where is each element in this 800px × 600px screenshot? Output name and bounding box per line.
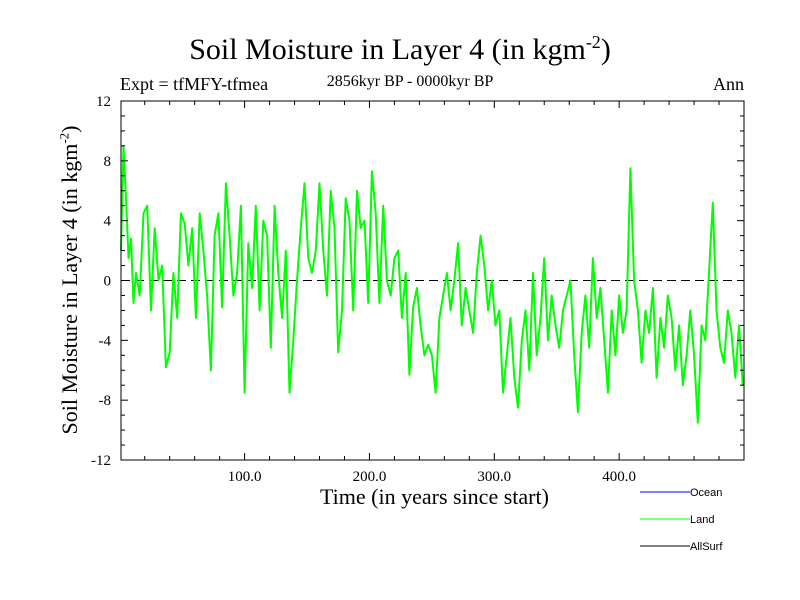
y-tick-label: -8 <box>99 393 112 409</box>
season-label: Ann <box>713 74 744 94</box>
y-tick-label: 0 <box>104 274 112 290</box>
series-line-land <box>120 144 744 424</box>
x-tick-label: 300.0 <box>477 469 511 485</box>
legend-label-allsurf: AllSurf <box>690 541 723 553</box>
experiment-label: Expt = tfMFY-tfmea <box>120 74 269 94</box>
y-tick-label: -4 <box>99 333 112 349</box>
x-tick-label: 200.0 <box>353 469 387 485</box>
y-tick-label: 4 <box>104 214 112 230</box>
x-tick-label: 400.0 <box>602 469 636 485</box>
y-tick-label: 8 <box>104 154 112 170</box>
legend-label-land: Land <box>690 514 714 526</box>
period-label: 2856kyr BP - 0000kyr BP <box>326 73 494 90</box>
y-tick-label: -12 <box>91 453 111 469</box>
chart-title: Soil Moisture in Layer 4 (in kgm-2) <box>189 32 611 66</box>
legend-label-ocean: Ocean <box>690 487 722 499</box>
x-axis-label: Time (in years since start) <box>320 484 549 509</box>
x-tick-label: 100.0 <box>228 469 262 485</box>
y-tick-label: 12 <box>96 94 111 110</box>
